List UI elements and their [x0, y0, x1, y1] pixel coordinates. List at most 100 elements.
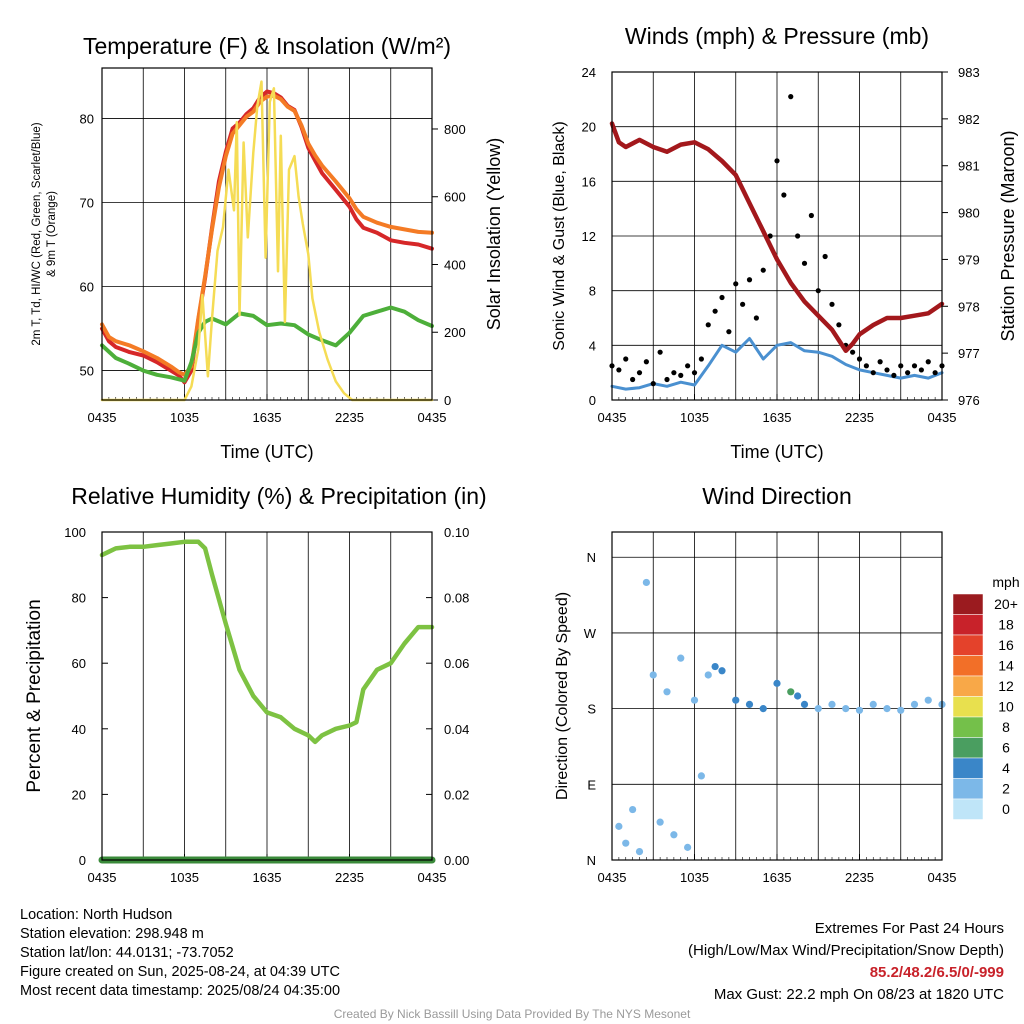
wind-gust-point: [664, 376, 670, 383]
wind-gust-point: [630, 376, 636, 383]
dir-legend-swatch: [952, 737, 984, 759]
wind-y-tick-label: 8: [589, 284, 596, 299]
dir-point: [787, 688, 795, 696]
temp-x-tick-label: 0435: [88, 410, 117, 425]
dir-point: [697, 772, 705, 780]
dir-legend-label: 8: [1002, 719, 1010, 735]
wind-y-tick-label: 20: [582, 120, 596, 135]
wind-yr-tick-label: 981: [958, 159, 980, 174]
dir-x-tick-label: 0435: [598, 870, 627, 885]
dir-legend-label: 6: [1002, 740, 1010, 756]
temp-plot-frame: [101, 67, 433, 401]
dir-point: [800, 700, 809, 709]
wind-y-tick-label: 0: [589, 393, 596, 408]
wind-gust-point: [932, 370, 938, 376]
wind-series-sonic-wind: [610, 337, 944, 391]
temp-series-td: [100, 305, 434, 383]
dir-legend-label: 12: [998, 678, 1014, 694]
dir-point: [684, 843, 692, 851]
dir-point: [842, 705, 850, 713]
wind-y-tick-label: 4: [589, 338, 596, 353]
dir-point: [910, 700, 919, 709]
dir-y-label: Direction (Colored By Speed): [554, 592, 571, 800]
wind-gust-point: [774, 158, 780, 164]
dir-point: [704, 671, 712, 679]
figure-created: Figure created on Sun, 2025-08-24, at 04…: [20, 964, 340, 980]
dir-point: [897, 706, 905, 714]
rh-yr-tick-label: 0.08: [444, 591, 469, 606]
wind-gust-point: [891, 372, 897, 378]
wind-gust-point: [760, 267, 766, 273]
wind-yr-tick-label: 976: [958, 393, 980, 408]
dir-point: [828, 700, 836, 709]
wind-gust-point: [815, 288, 821, 294]
dir-point: [773, 679, 781, 687]
extremes-values: 85.2/48.2/6.5/0/-999: [869, 964, 1004, 981]
rh-y-tick-label: 20: [72, 787, 86, 802]
dir-x-tick-label: 2235: [845, 870, 874, 885]
wind-gust-point: [657, 349, 663, 355]
dir-point: [663, 688, 671, 696]
dir-point: [690, 696, 699, 704]
wind-y-label: Sonic Wind & Gust (Blue, Black): [551, 121, 568, 350]
wind-y-label-right: Station Pressure (Maroon): [998, 130, 1018, 341]
dir-legend-swatch: [952, 655, 984, 677]
dir-x-tick-label: 0435: [928, 870, 957, 885]
dir-y-tick-label: S: [587, 702, 596, 717]
station-location: Location: North Hudson: [20, 907, 173, 923]
wind-gust-point: [918, 367, 924, 373]
rh-x-tick-label: 2235: [335, 870, 364, 885]
wind-x-tick-label: 0435: [928, 410, 957, 425]
rh-title: Relative Humidity (%) & Precipitation (i…: [71, 483, 486, 509]
wind-gust-point: [691, 370, 698, 376]
dir-legend-swatch: [952, 614, 984, 636]
temp-title: Temperature (F) & Insolation (W/m²): [83, 33, 451, 59]
dir-point: [759, 705, 767, 713]
temp-x-label: Time (UTC): [220, 442, 313, 462]
wind-gust-point: [884, 367, 890, 373]
dir-legend-swatch: [952, 716, 984, 738]
temp-y-label-1: 2m T, Td, HI/WC (Red, Green, Scarlet/Blu…: [31, 122, 43, 345]
wind-gust-point: [925, 359, 931, 365]
temp-series-insolation: [100, 80, 434, 402]
temp-yr-tick-label: 0: [444, 393, 451, 408]
wind-gust-point: [616, 367, 622, 373]
dir-x-tick-label: 1635: [763, 870, 792, 885]
wind-gust-point: [685, 363, 691, 369]
rh-yr-tick-label: 0.04: [444, 722, 469, 737]
dir-point: [629, 805, 637, 814]
dir-point: [670, 831, 678, 839]
wind-gust-point: [863, 363, 869, 369]
temp-x-tick-label: 1035: [170, 410, 199, 425]
dir-legend-swatch: [952, 778, 984, 800]
wind-y-tick-label: 12: [582, 229, 596, 244]
wind-gust-point: [712, 308, 718, 314]
recent-timestamp: Most recent data timestamp: 2025/08/24 0…: [20, 983, 341, 999]
temp-y-label-2: & 9m T (Orange): [46, 191, 58, 277]
dir-legend-label: 0: [1002, 801, 1010, 817]
max-gust: Max Gust: 22.2 mph On 08/23 at 1820 UTC: [713, 986, 1004, 1003]
dir-legend-label: 2: [1002, 781, 1010, 797]
station-latlon: Station lat/lon: 44.0131; -73.7052: [20, 945, 234, 961]
temp-y-tick-label: 80: [80, 111, 94, 126]
dir-legend-title: mph: [992, 574, 1019, 590]
rh-yr-tick-label: 0.10: [444, 525, 469, 540]
wind-gust-point: [795, 233, 801, 239]
wind-gust-point: [905, 370, 911, 376]
wind-gust-point: [726, 329, 732, 335]
wind-y-tick-label: 24: [582, 65, 596, 80]
station-info: Location: North Hudson Station elevation…: [20, 906, 340, 1001]
dir-point: [732, 696, 740, 704]
wind-gust-point: [650, 381, 656, 387]
wind-plot-frame: [611, 71, 943, 401]
dir-point: [642, 578, 650, 587]
wind-gust-point: [719, 294, 725, 301]
dir-legend-swatch: [952, 634, 984, 656]
wind-gust-point: [698, 356, 704, 362]
wind-gust-point: [767, 233, 773, 239]
rh-yr-tick-label: 0.06: [444, 656, 469, 671]
dir-legend-label: 14: [998, 658, 1014, 674]
dir-point: [656, 818, 664, 826]
wind-gust-point: [850, 349, 856, 355]
wind-title: Winds (mph) & Pressure (mb): [625, 23, 929, 49]
